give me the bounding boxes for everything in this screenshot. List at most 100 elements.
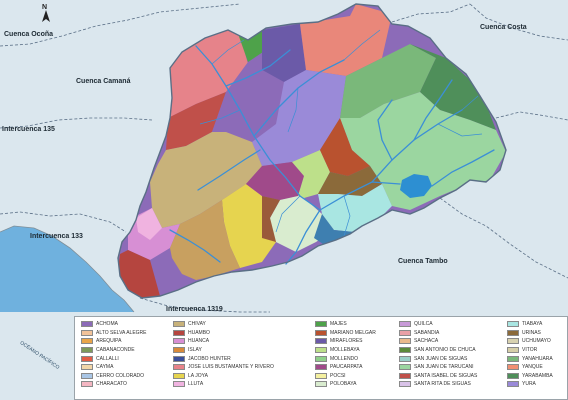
legend-swatch bbox=[81, 381, 93, 388]
legend-label: TIABAYA bbox=[522, 321, 543, 328]
legend-label: HUAMBO bbox=[188, 329, 210, 336]
legend-item: SAN ANTONIO DE CHUCA bbox=[399, 346, 507, 355]
legend-swatch bbox=[315, 372, 327, 379]
district-urinas bbox=[318, 166, 382, 196]
legend-swatch bbox=[399, 321, 411, 328]
north-arrow: N bbox=[40, 4, 52, 22]
legend-item: SACHACA bbox=[399, 337, 507, 346]
legend-item: ALTO SELVA ALEGRE bbox=[81, 329, 173, 338]
legend-label: CALLALLI bbox=[96, 355, 119, 362]
district-cerro-colorado bbox=[170, 200, 240, 280]
district-paucarpata bbox=[246, 162, 304, 200]
legend-label: YARABAMBA bbox=[522, 372, 553, 379]
legend-item: QUILCA bbox=[399, 320, 507, 329]
district-alto-selva-alegre bbox=[340, 44, 436, 118]
legend-label: ACHOMA bbox=[96, 321, 118, 328]
legend-label: CERRO COLORADO bbox=[96, 372, 145, 379]
legend-swatch bbox=[399, 381, 411, 388]
legend-label: LLUTA bbox=[188, 381, 204, 388]
legend-item: CERRO COLORADO bbox=[81, 372, 173, 381]
legend-swatch bbox=[399, 364, 411, 371]
legend-swatch bbox=[399, 338, 411, 345]
legend-swatch bbox=[315, 321, 327, 328]
legend-label: SANTA ISABEL DE SIGUAS bbox=[414, 372, 478, 379]
legend-label: SABANDIA bbox=[414, 329, 440, 336]
legend-item: CHARACATO bbox=[81, 380, 173, 389]
district-isl bbox=[118, 250, 160, 298]
legend-label: ALTO SELVA ALEGRE bbox=[96, 329, 147, 336]
legend-swatch bbox=[173, 372, 185, 379]
legend-label: YURA bbox=[522, 381, 536, 388]
legend-item: YURA bbox=[507, 380, 567, 389]
legend-swatch bbox=[399, 329, 411, 336]
legend-label: MOLLENDO bbox=[330, 355, 359, 362]
legend-item: CABANACONDE bbox=[81, 346, 173, 355]
legend-item: JACOBO HUNTER bbox=[173, 354, 315, 363]
legend-label: MOLLEBAYA bbox=[330, 347, 360, 354]
legend-swatch bbox=[507, 372, 519, 379]
legend-swatch bbox=[507, 355, 519, 362]
legend-swatch bbox=[507, 364, 519, 371]
legend-swatch bbox=[173, 364, 185, 371]
legend-item: UCHUMAYO bbox=[507, 337, 567, 346]
legend-swatch bbox=[173, 329, 185, 336]
label-intercuenca-133: Intercuenca 133 bbox=[30, 233, 83, 240]
label-cuenca-costa: Cuenca Costa bbox=[480, 24, 527, 31]
legend-swatch bbox=[315, 364, 327, 371]
legend-swatch bbox=[173, 347, 185, 354]
legend-item: LA JOYA bbox=[173, 372, 315, 381]
legend-label: MARIANO MELGAR bbox=[330, 329, 376, 336]
legend-label: POCSI bbox=[330, 372, 346, 379]
legend-label: UCHUMAYO bbox=[522, 338, 551, 345]
legend-item: MAJES bbox=[315, 320, 399, 329]
legend-item: SANTA RITA DE SIGUAS bbox=[399, 380, 507, 389]
ocean-area bbox=[0, 226, 134, 312]
legend-swatch bbox=[81, 355, 93, 362]
north-arrow-icon bbox=[42, 10, 50, 22]
district-miraflores bbox=[262, 24, 306, 82]
legend-swatch bbox=[399, 347, 411, 354]
legend-swatch bbox=[81, 338, 93, 345]
legend-label: SACHACA bbox=[414, 338, 439, 345]
legend-item: MARIANO MELGAR bbox=[315, 329, 399, 338]
legend-item: YANQUE bbox=[507, 363, 567, 372]
legend-swatch bbox=[507, 329, 519, 336]
legend-swatch bbox=[173, 381, 185, 388]
map-legend: ACHOMA CHIVAY MAJES QUILCA TIABAYA ALTO SELVA… bbox=[74, 316, 568, 400]
north-label: N bbox=[42, 4, 48, 11]
legend-item: HUANCA bbox=[173, 337, 315, 346]
district-mollebaya bbox=[292, 150, 330, 198]
legend-item: AREQUIPA bbox=[81, 337, 173, 346]
legend-label: QUILCA bbox=[414, 321, 433, 328]
label-cuenca-camana: Cuenca Camaná bbox=[76, 78, 131, 85]
neighbor-boundaries bbox=[0, 3, 568, 313]
legend-swatch bbox=[507, 338, 519, 345]
district-pocsi bbox=[410, 44, 496, 130]
legend-item: SAN JUAN DE TARUCANI bbox=[399, 363, 507, 372]
district-huambo bbox=[166, 92, 226, 150]
label-cuenca-tambo: Cuenca Tambo bbox=[398, 258, 448, 265]
legend-label: MIRAFLORES bbox=[330, 338, 363, 345]
legend-item: MOLLEBAYA bbox=[315, 346, 399, 355]
legend-item: VITOR bbox=[507, 346, 567, 355]
legend-item: POCSI bbox=[315, 372, 399, 381]
legend-swatch bbox=[507, 321, 519, 328]
legend-label: SANTA RITA DE SIGUAS bbox=[414, 381, 471, 388]
legend-item: SABANDIA bbox=[399, 329, 507, 338]
legend-item: YANAHUARA bbox=[507, 354, 567, 363]
legend-item: JOSE LUIS BUSTAMANTE Y RIVERO bbox=[173, 363, 315, 372]
legend-swatch bbox=[399, 355, 411, 362]
district-callalli bbox=[300, 4, 392, 76]
legend-swatch bbox=[315, 381, 327, 388]
legend-item: CHIVAY bbox=[173, 320, 315, 329]
legend-label: CHARACATO bbox=[96, 381, 127, 388]
legend-swatch bbox=[507, 381, 519, 388]
legend-swatch bbox=[315, 338, 327, 345]
district-chivay bbox=[150, 132, 262, 228]
coastline bbox=[0, 225, 135, 313]
lake bbox=[400, 174, 432, 198]
legend-item: CAYMA bbox=[81, 363, 173, 372]
legend-item: ACHOMA bbox=[81, 320, 173, 329]
legend-label: CAYMA bbox=[96, 364, 114, 371]
legend-label: YANAHUARA bbox=[522, 355, 553, 362]
